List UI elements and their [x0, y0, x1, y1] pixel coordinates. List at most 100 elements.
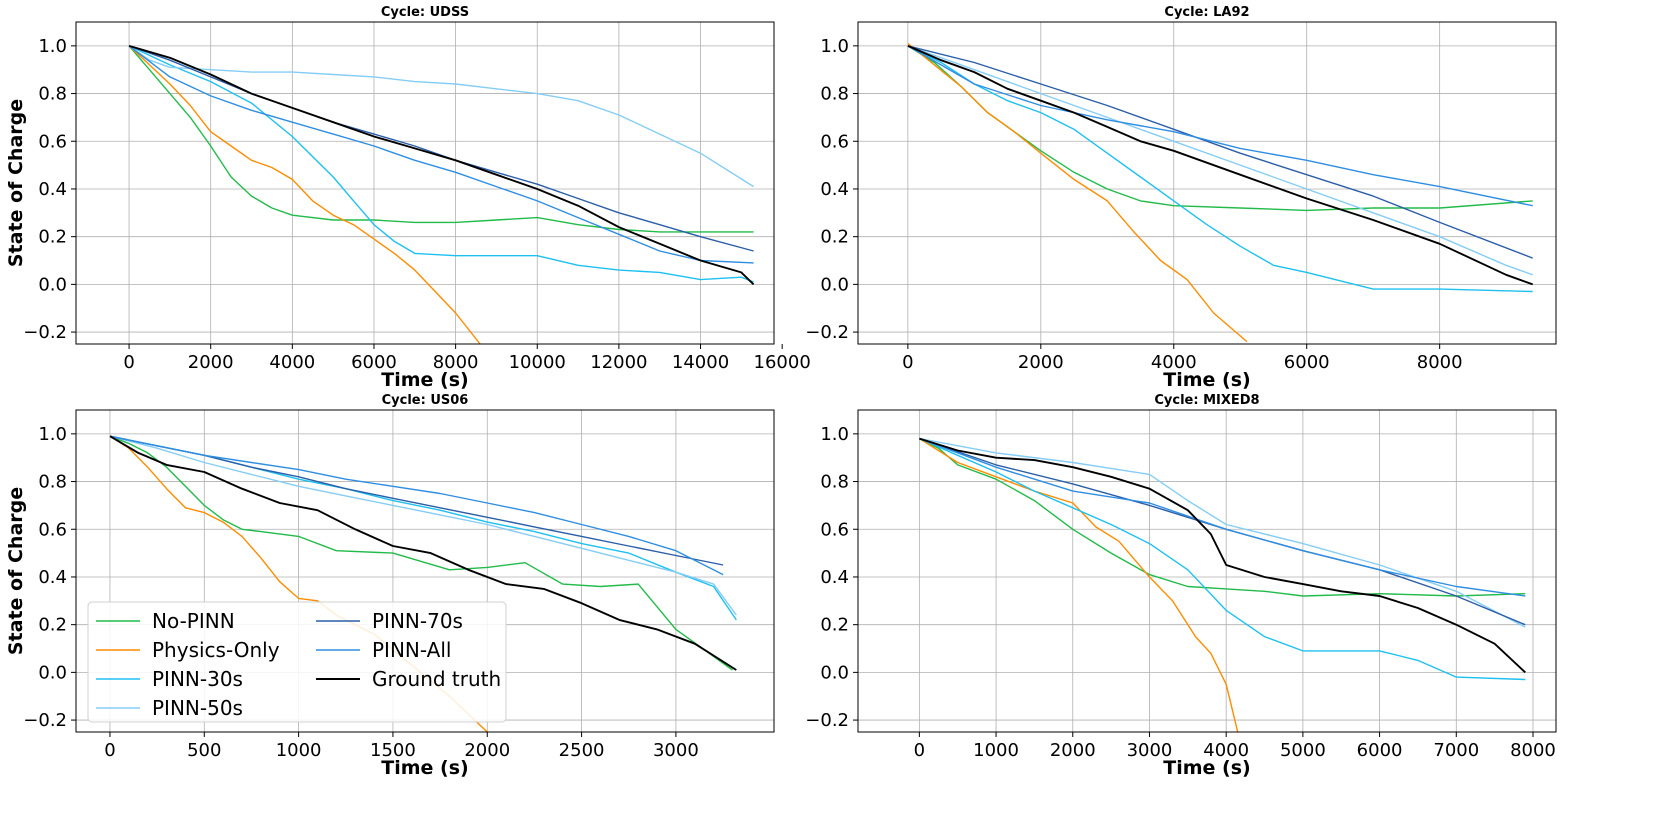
series-line-physics-only	[128, 45, 481, 344]
y-tick-label: 0.0	[820, 274, 849, 295]
series-line-ground-truth	[919, 437, 1526, 674]
legend-box	[87, 601, 507, 723]
x-tick-label: 500	[187, 740, 221, 761]
y-tick-label: 0.2	[820, 227, 849, 248]
x-tick-label: 16000	[754, 352, 811, 373]
legend-item-pinn-50s: PINN-50s	[96, 696, 243, 720]
x-tick-label: 1500	[370, 740, 416, 761]
series-line-pinn-50s	[919, 437, 1526, 628]
legend-item-physics-only: Physics-Only	[96, 638, 280, 662]
x-tick-label: 6000	[351, 352, 397, 373]
series-group	[919, 437, 1526, 732]
series-line-physics-only	[907, 42, 1248, 343]
x-axis-title: Time (s)	[1163, 757, 1250, 779]
series-line-no-pinn	[919, 437, 1526, 597]
y-tick-label: 0.0	[38, 662, 67, 683]
legend-label: Physics-Only	[152, 638, 280, 662]
y-tick-label: 0.2	[38, 227, 67, 248]
series-group	[907, 42, 1534, 343]
y-tick-label: 0.2	[820, 615, 849, 636]
chart-panel-cycle-la92: 0 2000 4000 6000 8000 −0.2 0.0 0.2 0.4 0.6 0.8 1.0 C…	[805, 5, 1557, 391]
series-line-ground-truth	[907, 45, 1534, 286]
x-tick-label: 6000	[1357, 740, 1403, 761]
legend: No-PINN Physics-Only PINN-30s PINN-50s PINN-…	[87, 601, 507, 723]
x-tick-label: 1000	[276, 740, 322, 761]
series-line-pinn-70s	[109, 435, 724, 566]
legend-label: PINN-All	[372, 638, 451, 662]
series-line-pinn-50s	[907, 45, 1533, 276]
legend-item-pinn-all: PINN-All	[316, 638, 451, 662]
x-tick-label: 5000	[1280, 740, 1326, 761]
y-tick-label: 1.0	[38, 36, 67, 57]
y-tick-label: 0.6	[820, 519, 849, 540]
legend-item-pinn-70s: PINN-70s	[316, 609, 463, 633]
chart-title: Cycle: UDSS	[381, 5, 469, 20]
y-tick-label: 1.0	[820, 424, 849, 445]
x-tick-label: 0	[902, 352, 913, 373]
axes-frame	[857, 21, 1557, 345]
x-tick-label: 7000	[1433, 740, 1479, 761]
y-tick-label: 0.6	[38, 519, 67, 540]
y-tick-label: 0.4	[38, 567, 67, 588]
series-line-no-pinn	[907, 45, 1533, 212]
x-tick-label: 0	[104, 740, 115, 761]
x-tick-label: 4000	[269, 352, 315, 373]
legend-item-pinn-30s: PINN-30s	[96, 667, 243, 691]
series-group	[128, 44, 755, 344]
y-tick-label: −0.2	[805, 322, 849, 343]
series-line-pinn-50s	[109, 435, 737, 616]
y-tick-label: 0.8	[820, 472, 849, 493]
y-tick-label: 0.8	[820, 84, 849, 105]
x-tick-label: 6000	[1284, 352, 1330, 373]
axes-frame	[75, 409, 775, 733]
axes-frame	[75, 21, 775, 345]
x-tick-label: 8000	[1417, 352, 1463, 373]
y-tick-label: 0.4	[820, 567, 849, 588]
y-tick-label: 0.0	[820, 662, 849, 683]
y-tick-label: 0.6	[38, 131, 67, 152]
legend-label: PINN-70s	[372, 609, 463, 633]
series-line-ground-truth	[109, 435, 737, 671]
axes-frame	[857, 409, 1557, 733]
y-tick-label: 0.4	[820, 179, 849, 200]
x-tick-label: 0	[123, 352, 134, 373]
x-tick-label: 3000	[1127, 740, 1173, 761]
y-tick-label: 1.0	[820, 36, 849, 57]
series-line-pinn-all	[128, 45, 754, 264]
x-tick-label: 2000	[1018, 352, 1064, 373]
x-tick-label: 1000	[973, 740, 1019, 761]
series-line-ground-truth	[128, 44, 755, 286]
y-tick-label: 0.6	[820, 131, 849, 152]
x-tick-label: 4000	[1151, 352, 1197, 373]
x-tick-label: 3000	[653, 740, 699, 761]
series-line-pinn-30s	[128, 45, 754, 283]
legend-label: PINN-50s	[152, 696, 243, 720]
legend-label: PINN-30s	[152, 667, 243, 691]
series-line-pinn-30s	[919, 437, 1526, 681]
series-line-no-pinn	[128, 45, 754, 233]
legend-label: No-PINN	[152, 609, 235, 633]
x-axis-title: Time (s)	[381, 369, 468, 391]
y-axis-title: State of Charge	[5, 487, 27, 655]
chart-panel-cycle-mixed8: 0 1000 2000 3000 4000 5000 6000 7000 8000 −0.2 0.0…	[805, 393, 1557, 779]
legend-item-no-pinn: No-PINN	[96, 609, 235, 633]
chart-title: Cycle: LA92	[1164, 5, 1249, 20]
y-tick-label: 0.8	[38, 84, 67, 105]
series-group	[109, 435, 737, 732]
y-tick-label: −0.2	[23, 710, 67, 731]
series-line-no-pinn	[109, 435, 733, 671]
x-tick-label: 8000	[433, 352, 479, 373]
y-tick-label: 0.4	[38, 179, 67, 200]
x-axis-title: Time (s)	[1163, 369, 1250, 391]
y-tick-label: 1.0	[38, 424, 67, 445]
y-tick-label: −0.2	[805, 710, 849, 731]
legend-label: Ground truth	[372, 667, 501, 691]
x-tick-label: 2000	[464, 740, 510, 761]
x-tick-label: 14000	[672, 352, 729, 373]
chart-title: Cycle: US06	[382, 393, 469, 408]
x-tick-label: 12000	[590, 352, 647, 373]
x-tick-label: 2000	[1050, 740, 1096, 761]
y-tick-label: −0.2	[23, 322, 67, 343]
series-line-pinn-70s	[907, 45, 1533, 259]
